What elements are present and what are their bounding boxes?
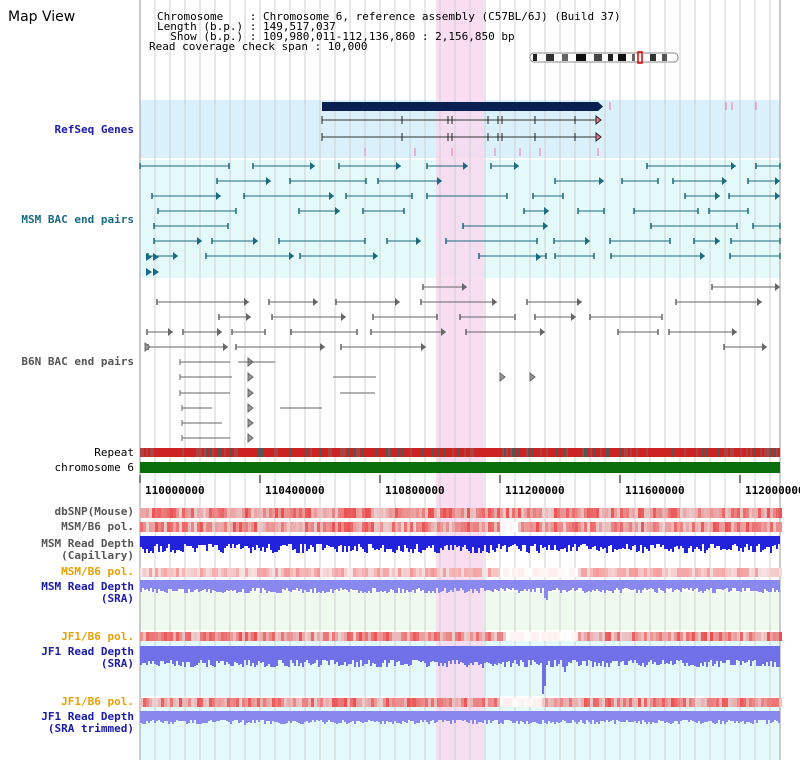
msm-depth-cap-label-1[interactable]: MSM Read Depth: [41, 537, 134, 550]
refseq-genes-track[interactable]: [321, 102, 757, 156]
refseq-label[interactable]: RefSeq Genes: [54, 123, 134, 136]
length-info: Length (b.p.) : 149,517,037: [157, 20, 336, 33]
jf1-pol-trim-label[interactable]: JF1/B6 pol.: [61, 695, 134, 708]
jf1-depth-label-1[interactable]: JF1 Read Depth: [41, 645, 134, 658]
msm-pol-track: [140, 522, 782, 532]
jf1-depth-trim-track: [140, 711, 780, 725]
coverage-span-info: Read coverage check span : 10,000: [149, 40, 368, 53]
jf1-depth-trim-label-2: (SRA trimmed): [47, 722, 134, 735]
axis-ticks: [139, 475, 741, 483]
page-title: Map View: [8, 9, 76, 25]
chromosome-label: chromosome 6: [54, 461, 134, 474]
msm-depth-capillary-track: [140, 536, 780, 553]
msm-depth-sra-label-2: (SRA): [100, 592, 134, 605]
axis-tick-label: 112000000: [745, 484, 800, 497]
axis-tick-label: 110400000: [265, 484, 325, 497]
jf1-pol-track: [140, 632, 782, 641]
b6n-bac-label[interactable]: B6N BAC end pairs: [21, 355, 134, 368]
b6n-bac-end-pairs-track[interactable]: [144, 283, 780, 444]
repeat-label: Repeat: [94, 446, 134, 459]
axis-tick-label: 110800000: [385, 484, 445, 497]
axis-tick-label: 111200000: [505, 484, 565, 497]
repeat-track: [140, 448, 780, 457]
msm-pol-sra-track: [140, 568, 782, 577]
dbsnp-label[interactable]: dbSNP(Mouse): [54, 505, 134, 518]
msm-depth-cap-label-2: (Capillary): [61, 549, 134, 562]
msm-pol-sra-label[interactable]: MSM/B6 pol.: [61, 565, 134, 578]
msm-bac-label[interactable]: MSM BAC end pairs: [21, 213, 134, 226]
chromosome-bar: [140, 462, 780, 473]
chromosome-ideogram-icon[interactable]: [529, 51, 679, 64]
jf1-depth-trim-label-1[interactable]: JF1 Read Depth: [41, 710, 134, 723]
axis-tick-label: 111600000: [625, 484, 685, 497]
jf1-depth-label-2: (SRA): [100, 657, 134, 670]
jf1-depth-sra-track: [140, 646, 780, 694]
jf1-pol-trim-track: [140, 698, 782, 707]
dbsnp-track: [140, 508, 782, 518]
show-range-info: Show (b.p.) : 109,980,011-112,136,860 : …: [157, 30, 515, 43]
axis-tick-label: 110000000: [145, 484, 205, 497]
msm-depth-sra-track: [140, 580, 780, 600]
msm-bac-end-pairs-track[interactable]: [139, 162, 781, 276]
msm-pol-label[interactable]: MSM/B6 pol.: [61, 520, 134, 533]
msm-depth-sra-label-1[interactable]: MSM Read Depth: [41, 580, 134, 593]
chromosome-info: Chromosome : Chromosome 6, reference ass…: [157, 10, 621, 23]
jf1-pol-label[interactable]: JF1/B6 pol.: [61, 630, 134, 643]
